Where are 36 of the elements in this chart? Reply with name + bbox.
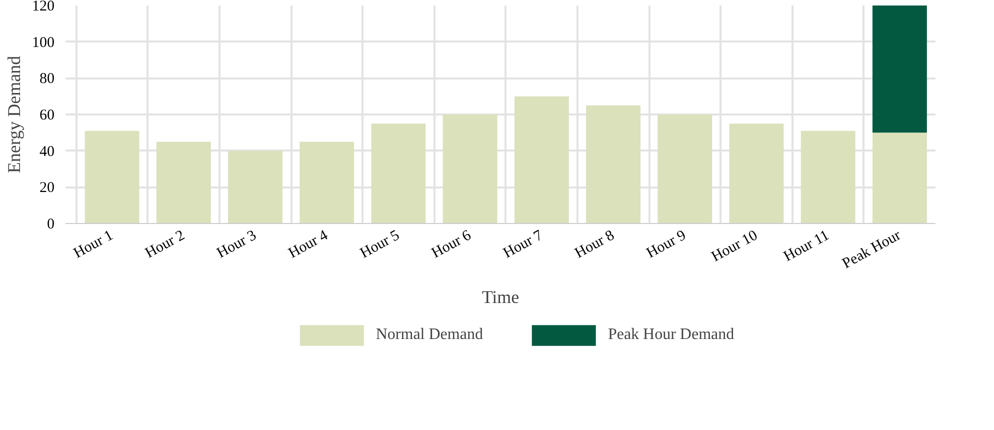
y-tick-label: 60 <box>40 108 54 124</box>
x-tick-label: Hour 8 <box>572 227 618 262</box>
y-tick-label: 20 <box>40 180 54 196</box>
y-tick-label: 100 <box>32 34 54 51</box>
bar <box>228 150 282 224</box>
x-tick-label: Hour 6 <box>429 227 474 262</box>
bar <box>800 130 856 224</box>
x-tick-label: Hour 7 <box>500 227 546 262</box>
legend-label: Normal Demand <box>376 326 483 344</box>
y-tick-label: 0 <box>47 216 54 232</box>
x-tick-label: Peak Hour <box>840 227 904 272</box>
x-tick-label: Hour 3 <box>214 227 260 262</box>
x-axis-title: Time <box>482 287 520 308</box>
bar <box>872 6 927 133</box>
bar <box>371 124 426 224</box>
bar <box>300 142 354 224</box>
y-axis-title: Energy Demand <box>4 56 24 174</box>
y-tick-label: 120 <box>32 0 54 14</box>
bar <box>514 96 569 224</box>
x-tick-label: Hour 9 <box>644 227 689 262</box>
bar <box>658 114 712 224</box>
x-tick-label: Hour 2 <box>142 227 188 262</box>
x-tick-label: Hour 5 <box>358 227 402 262</box>
bar <box>156 142 211 224</box>
bar <box>872 132 927 224</box>
x-tick-label: Hour 10 <box>709 227 760 266</box>
bar <box>729 124 784 224</box>
y-tick-label: 80 <box>40 71 54 88</box>
legend-label: Peak Hour Demand <box>608 326 734 344</box>
bar <box>84 130 140 224</box>
y-tick-label: 40 <box>40 144 54 160</box>
x-tick-label: Hour 11 <box>781 227 832 266</box>
bar <box>586 105 640 224</box>
x-tick-label: Hour 1 <box>71 227 116 262</box>
x-tick-label: Hour 4 <box>286 227 332 262</box>
bar <box>442 114 498 224</box>
